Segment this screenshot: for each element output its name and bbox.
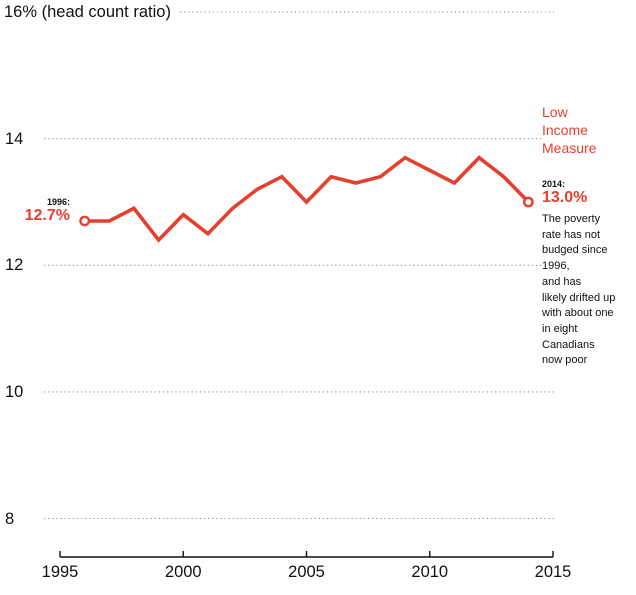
start-year-label: 1996: (46, 197, 70, 207)
start-point-marker (79, 215, 91, 227)
x-axis-tick-label-2000: 2000 (164, 563, 202, 581)
start-value-label: 12.7% (24, 207, 70, 224)
note-text: The poverty rate has not budged since 19… (542, 212, 636, 370)
y-axis-tick-label-10: 10 (5, 382, 27, 402)
y-axis-tick-label-8: 8 (5, 509, 18, 529)
poverty-rate-line (84, 155, 530, 243)
start-point-annotation: 1996: 12.7% (0, 197, 70, 224)
end-year-label: 2014: (542, 179, 566, 189)
series-legend-label: Low Income Measure (542, 102, 599, 158)
x-axis (59, 551, 554, 558)
x-axis-tick-label-2015: 2015 (534, 563, 572, 581)
x-axis-tick-label-1995: 1995 (41, 563, 79, 581)
end-point-annotation: 2014: 13.0% (542, 179, 590, 206)
end-point-marker (522, 196, 534, 208)
y-axis-tick-label-14: 14 (5, 129, 27, 149)
y-axis-tick-label-12: 12 (5, 256, 27, 276)
x-axis-tick-label-2005: 2005 (288, 563, 325, 581)
chart-title: 16% (head count ratio) (4, 3, 175, 22)
x-axis-tick-label-2010: 2010 (411, 563, 449, 581)
end-value-label: 13.0% (542, 189, 588, 206)
y-gridlines (44, 11, 554, 520)
